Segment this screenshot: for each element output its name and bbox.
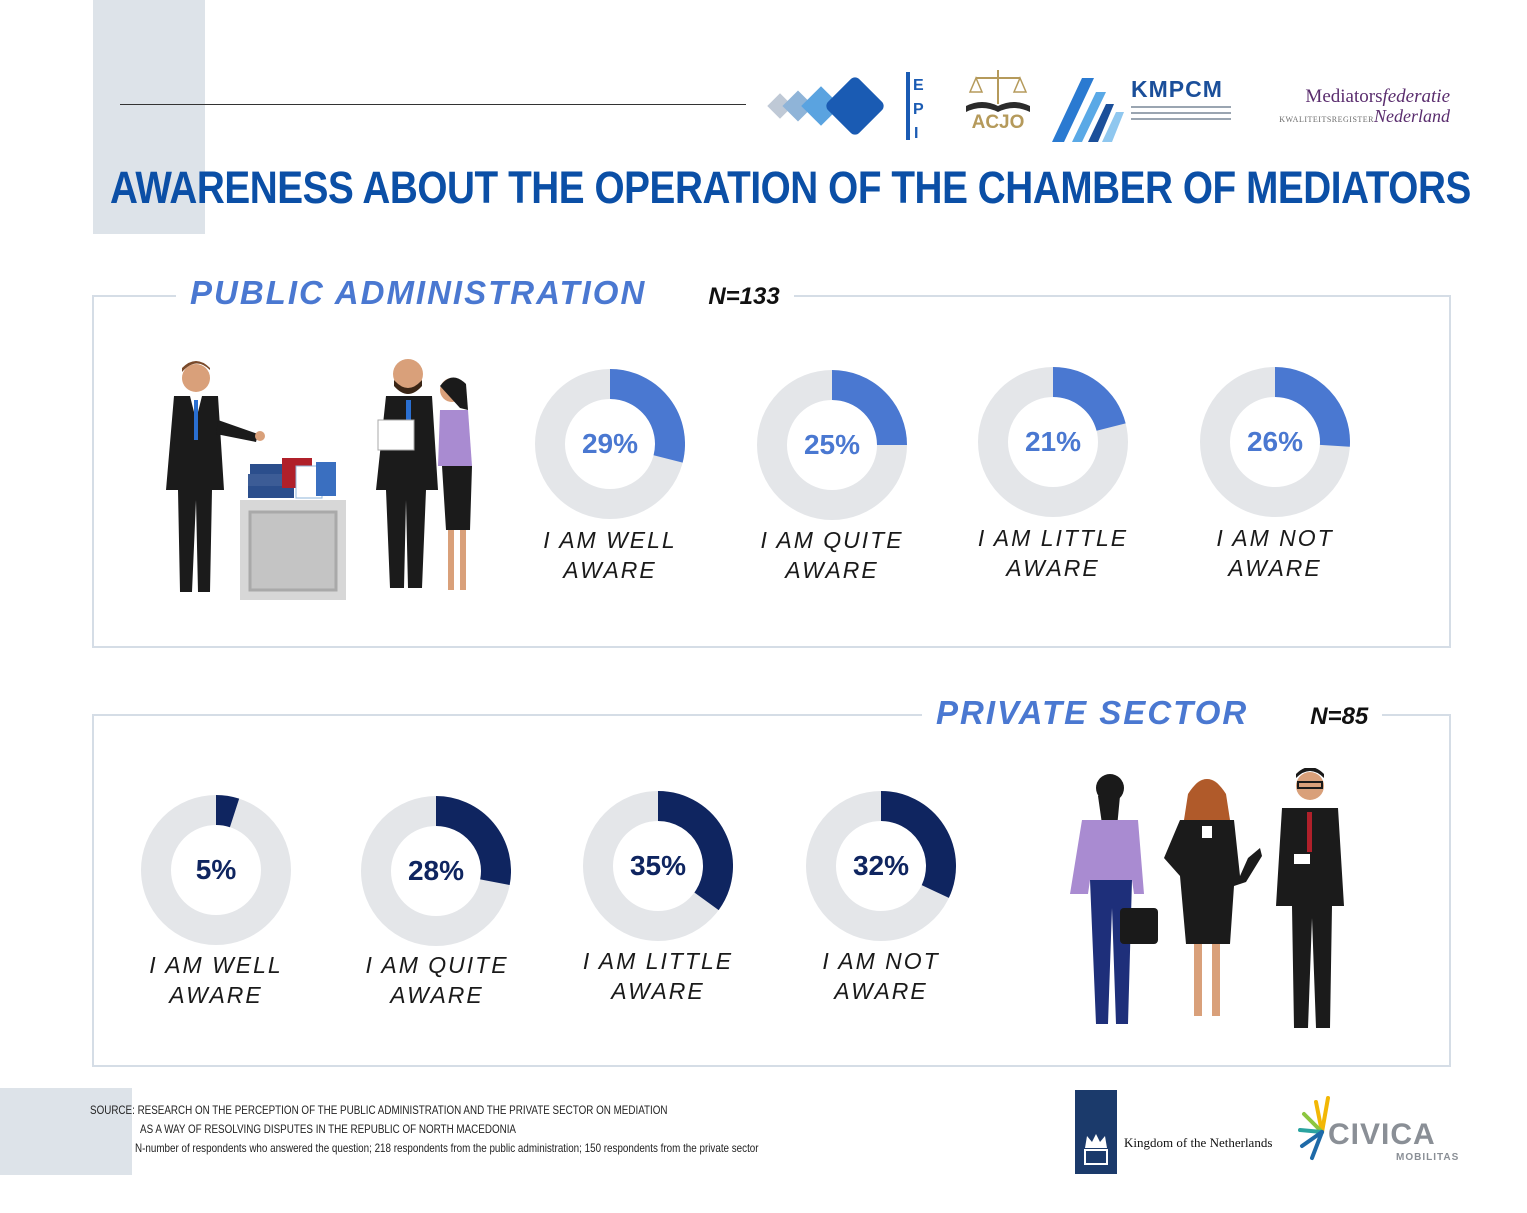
label-line: AWARE: [169, 982, 263, 1008]
category-label-public-well: I AM WELL AWARE: [510, 525, 710, 585]
value-label-private-not: 32%: [852, 850, 910, 881]
donut-private-little: 35%: [583, 791, 733, 941]
acjo-logo-text: ACJO: [971, 112, 1025, 133]
label-line: AWARE: [1228, 555, 1322, 581]
federatie-word: federatie: [1382, 86, 1450, 107]
donut-arc-public-well: [609, 369, 685, 463]
source-line-3: N-number of respondents who answered the…: [135, 1141, 759, 1155]
value-label-private-little: 35%: [629, 850, 687, 881]
mobilitas-logo-text: MOBILITAS: [1396, 1152, 1460, 1163]
donut-private-not: 32%: [806, 791, 956, 941]
epi-logo: E P I: [765, 70, 925, 142]
private-sector-heading: PRIVATE SECTOR N=85: [922, 694, 1383, 732]
donut-svg-private-well: [141, 795, 291, 945]
label-line: AWARE: [563, 557, 657, 583]
donut-private-well: 5%: [141, 795, 291, 945]
label-line: I AM WELL: [149, 952, 283, 978]
epi-logo-letter-e: E: [913, 77, 924, 94]
svg-text:I: I: [914, 125, 918, 142]
private-sector-panel: [92, 714, 1451, 1067]
sample-size-public: N=133: [708, 283, 780, 310]
label-line: I AM QUITE: [760, 527, 904, 553]
mediatorsfederatie-logo: Mediatorsfederatie KWALITEITSREGISTERNed…: [1250, 86, 1450, 130]
category-label-public-quite: I AM QUITE AWARE: [732, 525, 932, 585]
mediators-word: Mediators: [1305, 86, 1383, 107]
donut-arc-public-not: [1274, 367, 1350, 447]
label-line: AWARE: [834, 978, 928, 1004]
donut-arc-private-little: [657, 791, 733, 911]
source-line-1: SOURCE: RESEARCH ON THE PERCEPTION OF TH…: [90, 1103, 668, 1117]
label-line: I AM WELL: [543, 527, 677, 553]
office-workers-illustration: [150, 350, 490, 605]
crown-icon: [1085, 1134, 1107, 1148]
category-label-private-little: I AM LITTLE AWARE: [558, 946, 758, 1006]
category-label-public-not: I AM NOT AWARE: [1175, 523, 1375, 583]
page-title: AWARENESS ABOUT THE OPERATION OF THE CHA…: [110, 162, 1471, 213]
donut-public-little: 21%: [978, 367, 1128, 517]
category-label-private-quite: I AM QUITE AWARE: [337, 950, 537, 1010]
netherlands-emblem-bar: [1075, 1090, 1117, 1174]
donut-svg-public-well: [535, 369, 685, 519]
value-label-public-well: 29%: [581, 428, 639, 459]
donut-arc-public-quite: [831, 370, 907, 446]
business-people-illustration: [1062, 767, 1362, 1040]
donut-public-not: 26%: [1200, 367, 1350, 517]
value-label-private-well: 5%: [195, 854, 237, 885]
kmpcm-logo: KMPCM: [1052, 74, 1237, 142]
category-label-public-little: I AM LITTLE AWARE: [953, 523, 1153, 583]
donut-public-quite: 25%: [757, 370, 907, 520]
kmpcm-logo-text: KMPCM: [1131, 76, 1223, 102]
sample-size-private: N=85: [1310, 703, 1369, 730]
label-line: AWARE: [611, 978, 705, 1004]
sunburst-icon: [1298, 1096, 1330, 1160]
kwaliteitsregister-word: KWALITEITSREGISTER: [1279, 115, 1374, 124]
donut-public-well: 29%: [535, 369, 685, 519]
donut-svg-public-not: [1200, 367, 1350, 517]
civica-mobilitas-logo: CIVICA MOBILITAS: [1296, 1092, 1458, 1168]
civica-logo-text: CIVICA: [1328, 1118, 1436, 1151]
donut-arc-public-little: [1052, 367, 1126, 432]
donut-svg-public-quite: [757, 370, 907, 520]
label-line: I AM QUITE: [365, 952, 509, 978]
value-label-public-quite: 25%: [803, 429, 861, 460]
label-line: I AM NOT: [822, 948, 940, 974]
svg-text:P: P: [913, 101, 924, 118]
label-line: I AM NOT: [1216, 525, 1334, 551]
label-line: AWARE: [390, 982, 484, 1008]
donut-private-quite: 28%: [361, 796, 511, 946]
donut-svg-private-not: [806, 791, 956, 941]
public-administration-heading: PUBLIC ADMINISTRATION N=133: [176, 274, 794, 312]
value-label-private-quite: 28%: [407, 855, 465, 886]
source-line-2: AS A WAY OF RESOLVING DISPUTES IN THE RE…: [140, 1122, 516, 1136]
donut-arc-private-well: [215, 795, 240, 828]
label-line: AWARE: [1006, 555, 1100, 581]
section-title-public: PUBLIC ADMINISTRATION: [190, 274, 647, 311]
category-label-private-not: I AM NOT AWARE: [781, 946, 981, 1006]
label-line: AWARE: [785, 557, 879, 583]
decorative-block-top: [93, 0, 205, 234]
nederland-word: Nederland: [1374, 106, 1450, 126]
label-line: I AM LITTLE: [977, 525, 1129, 551]
donut-arc-private-quite: [435, 796, 511, 886]
label-line: I AM LITTLE: [582, 948, 734, 974]
kmpcm-subtext-lines: [1131, 106, 1231, 120]
donut-svg-private-little: [583, 791, 733, 941]
source-note: SOURCE: RESEARCH ON THE PERCEPTION OF TH…: [90, 1101, 895, 1158]
category-label-private-well: I AM WELL AWARE: [116, 950, 316, 1010]
donut-svg-public-little: [978, 367, 1128, 517]
acjo-logo: ACJO: [960, 66, 1036, 146]
header-rule: [120, 104, 746, 105]
value-label-public-not: 26%: [1246, 426, 1304, 457]
donut-svg-private-quite: [361, 796, 511, 946]
netherlands-logo: Kingdom of the Netherlands: [1075, 1090, 1275, 1174]
netherlands-logo-text: Kingdom of the Netherlands: [1124, 1135, 1273, 1150]
value-label-public-little: 21%: [1024, 426, 1082, 457]
section-title-private: PRIVATE SECTOR: [936, 694, 1249, 731]
donut-arc-private-not: [880, 791, 956, 898]
decorative-block-bottom: [0, 1088, 132, 1175]
